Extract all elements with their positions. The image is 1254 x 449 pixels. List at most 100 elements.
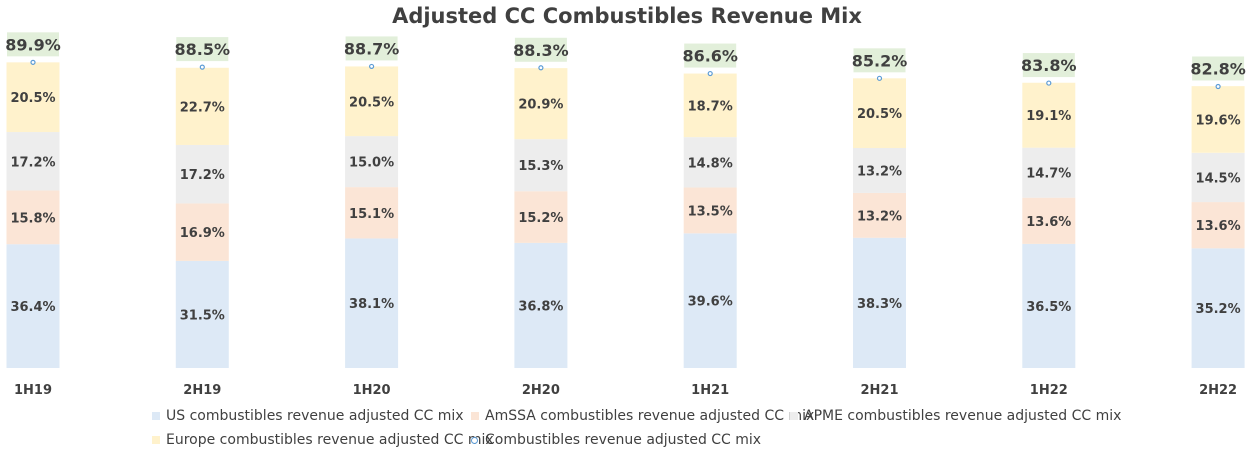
data-label-us-2h20: 36.8% [518,299,563,314]
bar-apme-2h21 [853,148,906,193]
bar-us-1h22 [1022,243,1076,368]
data-label-apme-2h22: 14.5% [1196,171,1241,186]
data-label-europe-2h20: 20.9% [518,98,563,113]
bar-europe-2h22 [1191,86,1245,153]
chart-title: Adjusted CC Combustibles Revenue Mix [392,4,862,28]
bar-apme-1h20 [345,136,399,188]
x-tick-label-2h20: 2H20 [522,383,560,398]
total-label-bg-1h22 [1022,53,1075,78]
x-tick-label-1h22: 1H22 [1030,383,1068,398]
legend-item-us: US combustibles revenue adjusted CC mix [152,408,464,424]
bar-us-2h22 [1191,248,1245,368]
bar-amssa-2h22 [1191,202,1245,249]
bar-amssa-1h19 [6,190,60,245]
total-marker-1h19 [30,59,36,65]
legend-item-amssa: AmSSA combustibles revenue adjusted CC m… [471,408,814,424]
data-label-amssa-2h21: 13.2% [857,209,902,224]
x-tick-label-2h21: 2H21 [860,383,898,398]
total-label-bg-1h21 [684,43,737,68]
data-label-us-1h21: 39.6% [688,295,733,310]
legend-item-total: Combustibles revenue adjusted CC mix [471,432,761,448]
bar-us-2h19 [175,260,229,368]
data-label-us-1h20: 38.1% [349,297,394,312]
bar-amssa-1h22 [1022,197,1076,244]
bar-us-2h21 [853,237,906,368]
total-label-2h21: 85.2% [852,51,908,70]
legend-swatch-amssa [471,412,479,420]
total-label-1h20: 88.7% [344,39,400,58]
bar-amssa-1h21 [683,187,737,234]
data-label-us-2h22: 35.2% [1196,302,1241,317]
bar-amssa-2h21 [853,192,906,238]
total-marker-2h22 [1215,83,1221,90]
bar-apme-2h22 [1191,152,1245,203]
total-label-bg-1h19 [7,32,59,57]
total-marker-2h20 [538,65,544,71]
legend-label-amssa: AmSSA combustibles revenue adjusted CC m… [485,408,815,424]
bar-amssa-2h20 [514,191,568,243]
bar-europe-1h19 [6,62,60,133]
data-label-apme-2h19: 17.2% [180,168,225,183]
x-tick-label-2h22: 2H22 [1199,383,1237,398]
total-label-2h19: 88.5% [175,40,231,59]
total-label-1h21: 86.6% [682,47,738,66]
x-tick-label-1h21: 1H21 [691,383,729,398]
bar-europe-2h19 [175,67,229,145]
data-label-amssa-1h19: 15.8% [10,211,55,226]
bar-europe-1h20 [345,66,399,137]
bar-us-2h20 [514,242,568,368]
legend-label-apme: APME combustibles revenue adjusted CC mi… [804,408,1122,424]
bar-us-1h21 [683,233,737,368]
bar-europe-2h21 [853,78,906,149]
legend-label-europe: Europe combustibles revenue adjusted CC … [166,432,494,448]
total-label-2h20: 88.3% [513,41,569,60]
data-label-europe-2h19: 22.7% [180,100,225,115]
bar-europe-2h20 [514,68,568,140]
data-label-europe-2h22: 19.6% [1196,113,1241,128]
bar-apme-1h21 [683,137,737,188]
data-label-apme-1h21: 14.8% [688,156,733,171]
data-label-europe-1h19: 20.5% [10,91,55,106]
total-marker-1h21 [707,70,713,77]
total-marker-1h20 [369,63,375,70]
bar-apme-2h20 [514,139,568,192]
bar-europe-1h21 [683,73,737,138]
data-label-amssa-1h22: 13.6% [1026,215,1071,230]
data-label-amssa-2h22: 13.6% [1196,219,1241,234]
data-label-apme-1h20: 15.0% [349,156,394,171]
legend-swatch-us [152,412,160,420]
legend-swatch-apme [790,412,798,420]
bar-apme-1h19 [6,132,60,191]
data-label-amssa-2h19: 16.9% [180,226,225,241]
total-label-bg-2h20 [514,37,567,62]
data-label-amssa-1h20: 15.1% [349,207,394,222]
legend-label-total: Combustibles revenue adjusted CC mix [485,432,762,448]
total-label-bg-2h21 [853,48,906,73]
legend-swatch-europe [152,436,160,444]
data-label-apme-1h19: 17.2% [10,155,55,170]
total-label-bg-1h20 [345,36,398,61]
data-label-apme-1h22: 14.7% [1026,167,1071,182]
data-label-europe-1h20: 20.5% [349,95,394,110]
data-label-europe-1h22: 19.1% [1026,109,1071,124]
total-marker-2h19 [199,64,205,70]
total-marker-2h21 [876,75,883,81]
data-label-amssa-1h21: 13.5% [688,204,733,219]
legend-item-europe: Europe combustibles revenue adjusted CC … [152,432,494,448]
data-label-us-2h21: 38.3% [857,297,902,312]
data-label-europe-2h21: 20.5% [857,107,902,122]
data-label-us-2h19: 31.5% [180,308,225,323]
data-label-apme-2h20: 15.3% [518,159,563,174]
bar-apme-1h22 [1022,147,1076,198]
bar-amssa-1h20 [345,187,399,239]
legend-label-us: US combustibles revenue adjusted CC mix [166,408,464,424]
bar-us-1h20 [345,238,399,368]
x-tick-label-1h19: 1H19 [14,383,52,398]
data-label-europe-1h21: 18.7% [688,99,733,114]
data-label-us-1h19: 36.4% [10,300,55,315]
total-marker-1h22 [1046,80,1052,86]
data-label-amssa-2h20: 15.2% [518,211,563,226]
x-tick-label-2h19: 2H19 [183,383,221,398]
bar-europe-1h22 [1022,82,1076,148]
